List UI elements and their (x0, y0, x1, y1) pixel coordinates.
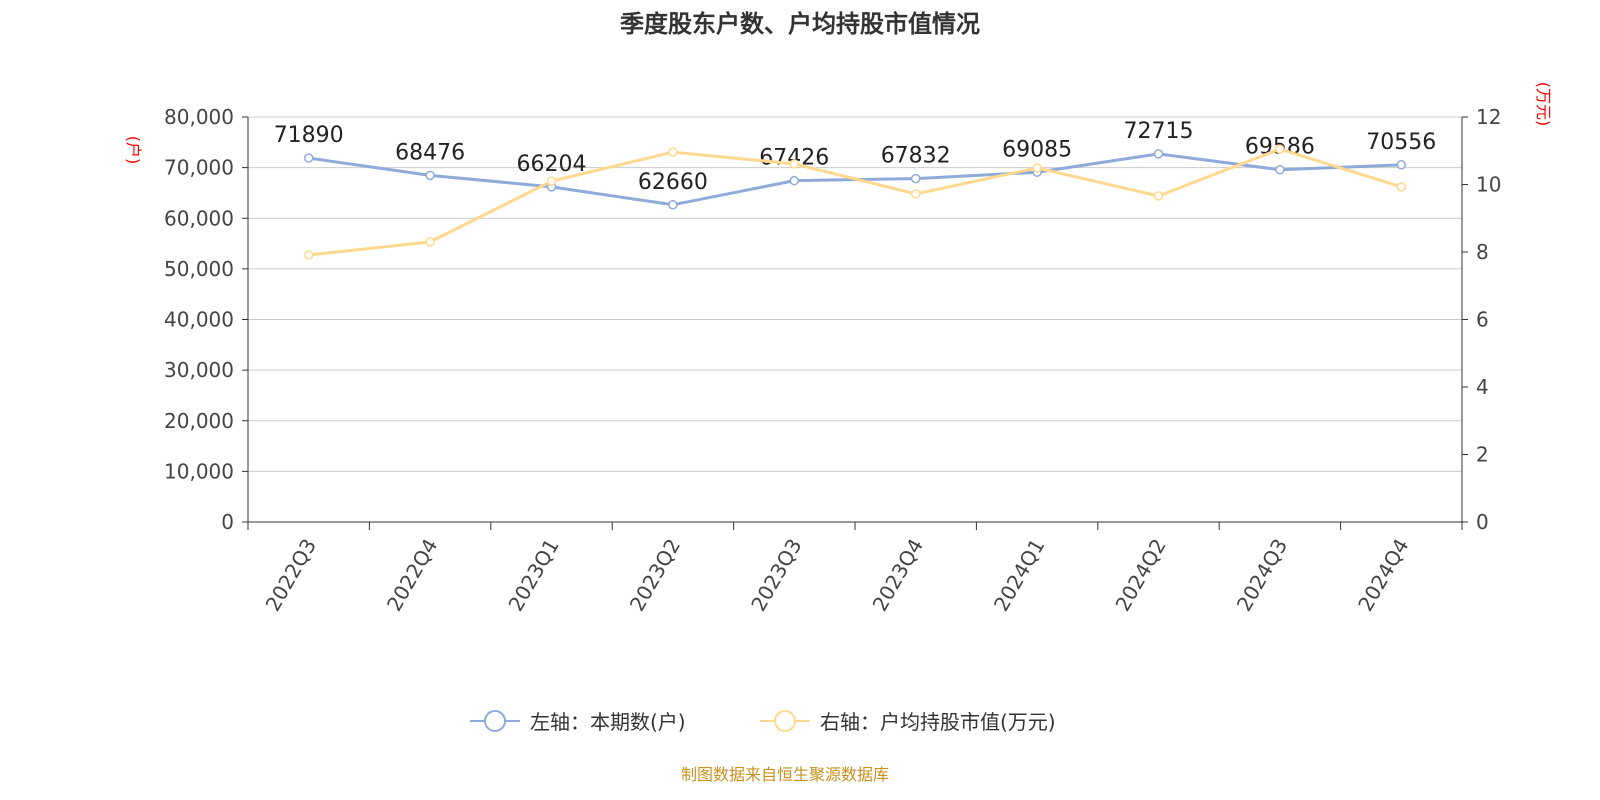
data-point (1153, 149, 1164, 159)
data-label: 71890 (274, 123, 344, 148)
data-label: 68476 (395, 140, 465, 165)
data-label: 70556 (1366, 130, 1436, 155)
data-label: 72715 (1124, 119, 1194, 144)
data-point (1396, 160, 1407, 170)
data-point (668, 200, 678, 210)
data-point (910, 189, 921, 199)
right-tick-label: 0 (1476, 510, 1489, 534)
x-tick-label: 2023Q4 (868, 535, 928, 616)
data-point (789, 175, 800, 186)
legend-label: 右轴：户均持股市值(万元) (820, 710, 1056, 734)
x-tick-label: 2023Q3 (746, 535, 806, 616)
left-tick-label: 10,000 (164, 459, 234, 483)
data-point (910, 173, 921, 184)
data-point (425, 237, 435, 247)
left-tick-label: 80,000 (164, 105, 234, 129)
left-tick-label: 30,000 (164, 358, 234, 382)
legend-label: 左轴：本期数(户) (530, 710, 686, 734)
right-axis-label: (万元) (1534, 82, 1553, 127)
chart-title: 季度股东户数、户均持股市值情况 (620, 10, 980, 38)
left-tick-label: 0 (221, 510, 234, 534)
data-point (303, 153, 314, 163)
x-tick-label: 2024Q1 (989, 535, 1049, 616)
right-tick-label: 4 (1476, 375, 1489, 399)
legend-marker (774, 710, 796, 732)
data-point (1396, 182, 1407, 192)
right-tick-label: 2 (1476, 443, 1489, 467)
legend-marker (484, 710, 506, 732)
data-point (303, 250, 314, 260)
right-tick-label: 10 (1476, 173, 1501, 197)
left-tick-label: 70,000 (164, 156, 234, 180)
data-label: 69085 (1002, 137, 1072, 162)
series-line-1 (308, 147, 1402, 257)
right-tick-label: 8 (1476, 240, 1489, 264)
x-tick-label: 2022Q3 (261, 535, 321, 616)
right-tick-label: 6 (1476, 308, 1489, 332)
left-tick-label: 40,000 (164, 308, 234, 332)
data-point (1032, 163, 1042, 173)
x-tick-label: 2024Q2 (1110, 535, 1170, 616)
x-tick-label: 2023Q2 (625, 535, 685, 616)
left-tick-label: 60,000 (164, 206, 234, 230)
left-tick-label: 50,000 (164, 257, 234, 281)
data-point (1153, 191, 1164, 201)
source-note: 制图数据来自恒生聚源数据库 (681, 765, 889, 784)
data-point (1275, 144, 1285, 154)
data-point (546, 176, 557, 186)
data-label: 66204 (517, 152, 587, 177)
x-tick-label: 2024Q4 (1353, 535, 1413, 616)
data-label: 67832 (881, 144, 951, 169)
data-point (668, 147, 678, 157)
data-point (425, 170, 435, 181)
data-label: 62660 (638, 170, 708, 195)
right-tick-label: 12 (1476, 105, 1501, 129)
x-tick-label: 2023Q1 (503, 535, 563, 616)
data-point (789, 159, 800, 169)
x-tick-label: 2024Q3 (1232, 535, 1292, 616)
x-tick-label: 2022Q4 (382, 535, 442, 616)
data-point (1275, 164, 1285, 175)
left-tick-label: 20,000 (164, 409, 234, 433)
left-axis-label: (户) (124, 136, 143, 165)
